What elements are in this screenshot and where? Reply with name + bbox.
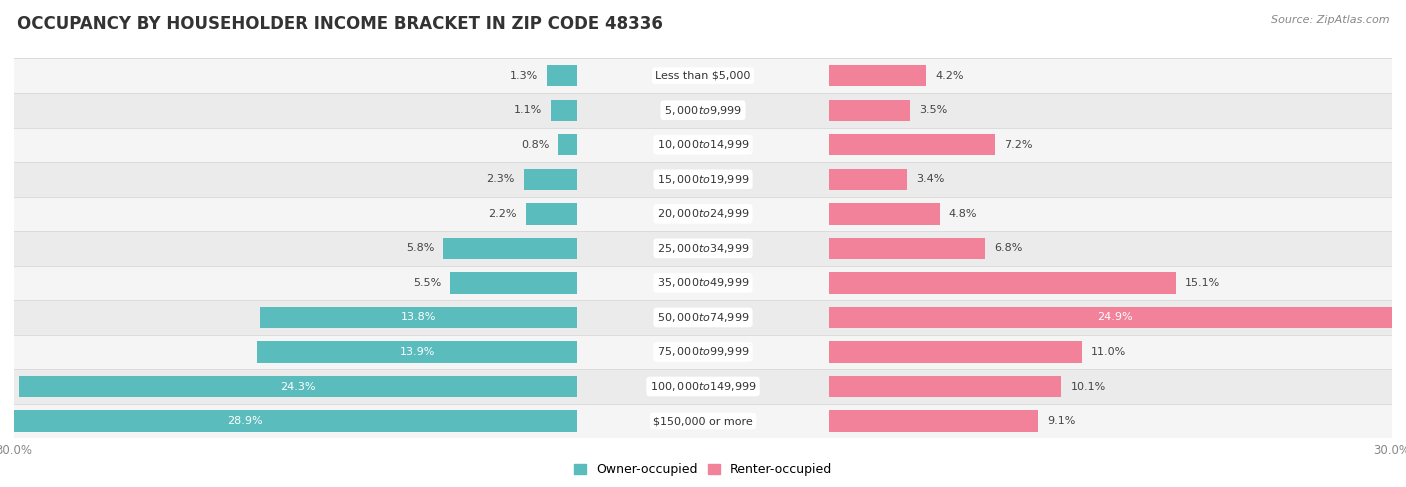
Text: 10.1%: 10.1% — [1070, 381, 1105, 392]
FancyBboxPatch shape — [14, 369, 1392, 404]
Bar — [830, 134, 994, 155]
Text: $35,000 to $49,999: $35,000 to $49,999 — [657, 277, 749, 289]
Bar — [260, 307, 576, 328]
Text: 9.1%: 9.1% — [1047, 416, 1076, 426]
Bar — [830, 99, 910, 121]
FancyBboxPatch shape — [14, 335, 1392, 369]
FancyBboxPatch shape — [14, 197, 1392, 231]
Text: 24.9%: 24.9% — [1098, 313, 1133, 322]
Text: 3.5%: 3.5% — [920, 105, 948, 115]
Bar — [830, 169, 907, 190]
Text: Less than $5,000: Less than $5,000 — [655, 71, 751, 81]
Text: 1.3%: 1.3% — [509, 71, 537, 81]
Bar — [830, 272, 1175, 294]
FancyBboxPatch shape — [14, 231, 1392, 265]
Bar — [830, 341, 1083, 363]
Text: 4.2%: 4.2% — [935, 71, 963, 81]
Bar — [0, 411, 576, 432]
Text: OCCUPANCY BY HOUSEHOLDER INCOME BRACKET IN ZIP CODE 48336: OCCUPANCY BY HOUSEHOLDER INCOME BRACKET … — [17, 15, 662, 33]
FancyBboxPatch shape — [14, 265, 1392, 300]
Bar — [830, 376, 1062, 397]
Bar — [524, 169, 576, 190]
Bar — [830, 65, 925, 86]
Bar — [830, 307, 1402, 328]
Text: $15,000 to $19,999: $15,000 to $19,999 — [657, 173, 749, 186]
Text: $100,000 to $149,999: $100,000 to $149,999 — [650, 380, 756, 393]
Bar — [526, 203, 576, 225]
Text: 7.2%: 7.2% — [1004, 140, 1032, 150]
Text: 2.2%: 2.2% — [488, 209, 517, 219]
Bar — [551, 99, 576, 121]
Bar — [830, 411, 1038, 432]
FancyBboxPatch shape — [14, 128, 1392, 162]
Text: 4.8%: 4.8% — [949, 209, 977, 219]
Bar — [18, 376, 576, 397]
Text: $10,000 to $14,999: $10,000 to $14,999 — [657, 138, 749, 151]
Bar — [830, 203, 939, 225]
Text: $25,000 to $34,999: $25,000 to $34,999 — [657, 242, 749, 255]
Bar — [450, 272, 576, 294]
Text: 13.9%: 13.9% — [399, 347, 434, 357]
FancyBboxPatch shape — [14, 162, 1392, 197]
Text: 11.0%: 11.0% — [1091, 347, 1126, 357]
Text: 3.4%: 3.4% — [917, 174, 945, 184]
Legend: Owner-occupied, Renter-occupied: Owner-occupied, Renter-occupied — [568, 458, 838, 482]
Bar — [443, 238, 576, 259]
Text: 28.9%: 28.9% — [226, 416, 263, 426]
Text: $20,000 to $24,999: $20,000 to $24,999 — [657, 207, 749, 220]
Text: 13.8%: 13.8% — [401, 313, 436, 322]
Text: 1.1%: 1.1% — [515, 105, 543, 115]
Text: Source: ZipAtlas.com: Source: ZipAtlas.com — [1271, 15, 1389, 25]
Bar — [830, 238, 986, 259]
Text: 5.5%: 5.5% — [413, 278, 441, 288]
Bar — [558, 134, 576, 155]
Text: $75,000 to $99,999: $75,000 to $99,999 — [657, 345, 749, 358]
Text: 0.8%: 0.8% — [520, 140, 550, 150]
Text: $5,000 to $9,999: $5,000 to $9,999 — [664, 104, 742, 117]
Text: 5.8%: 5.8% — [406, 244, 434, 253]
FancyBboxPatch shape — [14, 300, 1392, 335]
Bar — [547, 65, 576, 86]
FancyBboxPatch shape — [14, 93, 1392, 128]
Bar — [257, 341, 576, 363]
Text: 15.1%: 15.1% — [1185, 278, 1220, 288]
Text: 6.8%: 6.8% — [994, 244, 1024, 253]
FancyBboxPatch shape — [14, 404, 1392, 438]
Text: 2.3%: 2.3% — [486, 174, 515, 184]
Text: 24.3%: 24.3% — [280, 381, 315, 392]
Text: $150,000 or more: $150,000 or more — [654, 416, 752, 426]
Text: $50,000 to $74,999: $50,000 to $74,999 — [657, 311, 749, 324]
FancyBboxPatch shape — [14, 58, 1392, 93]
